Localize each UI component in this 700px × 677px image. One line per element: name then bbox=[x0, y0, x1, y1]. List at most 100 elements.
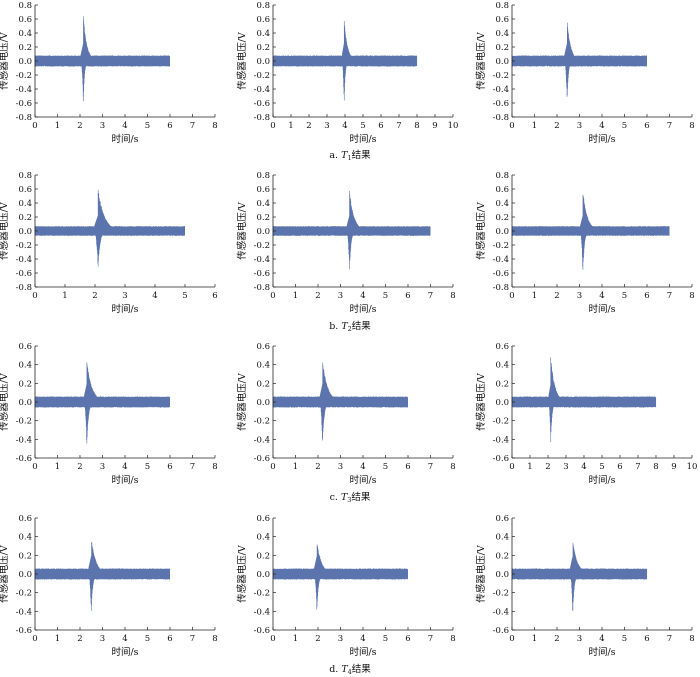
row-caption: b. T2结果 bbox=[329, 320, 371, 333]
signal-series bbox=[34, 189, 185, 267]
x-axis-label: 时间/s bbox=[111, 303, 138, 315]
x-tick-label: 4 bbox=[360, 634, 365, 644]
x-tick-label: 6 bbox=[405, 634, 410, 644]
y-tick-label: 0.2 bbox=[495, 213, 509, 223]
x-tick-label: 4 bbox=[360, 462, 365, 472]
x-tick-label: 8 bbox=[212, 121, 217, 131]
y-tick-label: -0.6 bbox=[16, 269, 32, 279]
x-axis-label: 时间/s bbox=[588, 303, 615, 315]
x-tick-label: 7 bbox=[667, 121, 672, 131]
x-tick-label: 8 bbox=[689, 634, 694, 644]
y-tick-label: 0.6 bbox=[256, 15, 270, 25]
x-tick-label: 2 bbox=[315, 291, 320, 301]
y-tick-label: 0.4 bbox=[18, 361, 32, 371]
y-tick-label: -0.4 bbox=[16, 435, 32, 445]
y-tick-label: 0.0 bbox=[18, 57, 32, 67]
x-axis-label: 时间/s bbox=[349, 646, 376, 658]
x-tick-label: 2 bbox=[545, 462, 550, 472]
x-tick-label: 0 bbox=[270, 291, 275, 301]
y-tick-label: 0.6 bbox=[495, 342, 509, 352]
y-tick-label: 0.4 bbox=[18, 533, 32, 543]
y-tick-label: 0.2 bbox=[18, 551, 32, 561]
x-tick-label: 3 bbox=[338, 462, 343, 472]
x-tick-label: 4 bbox=[122, 462, 127, 472]
y-tick-label: 0.0 bbox=[495, 570, 509, 580]
x-tick-label: 7 bbox=[428, 462, 433, 472]
x-tick-label: 3 bbox=[100, 121, 105, 131]
x-tick-label: 3 bbox=[577, 121, 582, 131]
x-tick-label: 1 bbox=[527, 462, 532, 472]
x-tick-label: 1 bbox=[293, 291, 298, 301]
x-tick-label: 3 bbox=[100, 634, 105, 644]
x-tick-label: 1 bbox=[532, 121, 537, 131]
x-tick-label: 3 bbox=[122, 291, 127, 301]
y-tick-label: -0.2 bbox=[254, 241, 270, 251]
x-tick-label: 1 bbox=[55, 121, 60, 131]
x-tick-label: 7 bbox=[667, 634, 672, 644]
x-tick-label: 0 bbox=[32, 291, 37, 301]
x-tick-label: 5 bbox=[622, 121, 627, 131]
x-tick-label: 4 bbox=[360, 291, 365, 301]
x-tick-label: 8 bbox=[450, 291, 455, 301]
x-tick-label: 2 bbox=[92, 291, 97, 301]
x-tick-label: 4 bbox=[599, 291, 604, 301]
y-tick-label: -0.2 bbox=[16, 241, 32, 251]
x-tick-label: 6 bbox=[644, 291, 649, 301]
y-tick-label: -0.6 bbox=[254, 454, 270, 464]
x-tick-label: 6 bbox=[405, 291, 410, 301]
y-tick-label: 0.6 bbox=[256, 185, 270, 195]
y-tick-label: 0.6 bbox=[256, 342, 270, 352]
x-axis-label: 时间/s bbox=[349, 474, 376, 486]
y-tick-label: 0.4 bbox=[495, 29, 509, 39]
x-tick-label: 2 bbox=[554, 291, 559, 301]
x-tick-label: 3 bbox=[577, 291, 582, 301]
x-tick-label: 8 bbox=[212, 462, 217, 472]
chart-panel-6: 0 1 2 3 4 5 6 7 8 0.8 0.6 0.4 0.2 0.0 -0.2 -0.4 -0.6 -0.8… bbox=[475, 171, 695, 315]
y-tick-label: 0.2 bbox=[256, 213, 270, 223]
y-tick-label: 0.0 bbox=[256, 570, 270, 580]
y-tick-label: 0.0 bbox=[256, 57, 270, 67]
y-tick-label: 0.0 bbox=[18, 570, 32, 580]
y-tick-label: 0.2 bbox=[18, 379, 32, 389]
y-tick-label: -0.4 bbox=[493, 85, 509, 95]
y-tick-label: 0.6 bbox=[18, 514, 32, 524]
y-tick-label: 0.6 bbox=[18, 15, 32, 25]
y-tick-label: 0.2 bbox=[18, 43, 32, 53]
y-tick-label: 0.8 bbox=[18, 171, 32, 181]
y-tick-label: -0.2 bbox=[493, 71, 509, 81]
y-tick-label: -0.4 bbox=[493, 435, 509, 445]
y-tick-label: 0.0 bbox=[495, 57, 509, 67]
x-tick-label: 10 bbox=[448, 121, 459, 131]
y-tick-label: -0.6 bbox=[254, 99, 270, 109]
x-tick-label: 5 bbox=[383, 291, 388, 301]
signal-series bbox=[272, 21, 418, 101]
x-tick-label: 0 bbox=[509, 462, 514, 472]
signal-series bbox=[511, 22, 647, 97]
x-tick-label: 3 bbox=[338, 291, 343, 301]
y-tick-label: 0.4 bbox=[495, 533, 509, 543]
x-tick-label: 2 bbox=[315, 462, 320, 472]
y-tick-label: 0.0 bbox=[18, 398, 32, 408]
y-tick-label: -0.2 bbox=[16, 589, 32, 599]
chart-panel-4: 0 1 2 3 4 5 6 0.8 0.6 0.4 0.2 0.0 -0.2 -0.4 -0.6 -0.8 时间… bbox=[0, 171, 218, 315]
x-tick-label: 3 bbox=[324, 121, 329, 131]
x-tick-label: 1 bbox=[62, 291, 67, 301]
y-tick-label: 0.4 bbox=[256, 533, 270, 543]
y-axis-label: 传感器电压/V bbox=[475, 32, 487, 90]
y-axis-label: 传感器电压/V bbox=[0, 202, 10, 260]
y-tick-label: -0.6 bbox=[493, 626, 509, 636]
y-tick-label: 0.2 bbox=[256, 379, 270, 389]
x-tick-label: 2 bbox=[554, 121, 559, 131]
chart-panel-5: 0 1 2 3 4 5 6 7 8 0.8 0.6 0.4 0.2 0.0 -0.2 -0.4 -0.6 -0.8… bbox=[236, 171, 456, 315]
x-tick-label: 1 bbox=[55, 462, 60, 472]
x-tick-label: 7 bbox=[428, 634, 433, 644]
y-tick-label: 0.0 bbox=[256, 227, 270, 237]
y-tick-label: 0.2 bbox=[18, 213, 32, 223]
x-tick-label: 0 bbox=[270, 121, 275, 131]
y-tick-label: 0.4 bbox=[256, 361, 270, 371]
x-tick-label: 3 bbox=[577, 634, 582, 644]
y-tick-label: -0.6 bbox=[16, 99, 32, 109]
x-tick-label: 8 bbox=[450, 462, 455, 472]
x-tick-label: 7 bbox=[396, 121, 401, 131]
y-axis-label: 传感器电压/V bbox=[236, 373, 248, 431]
